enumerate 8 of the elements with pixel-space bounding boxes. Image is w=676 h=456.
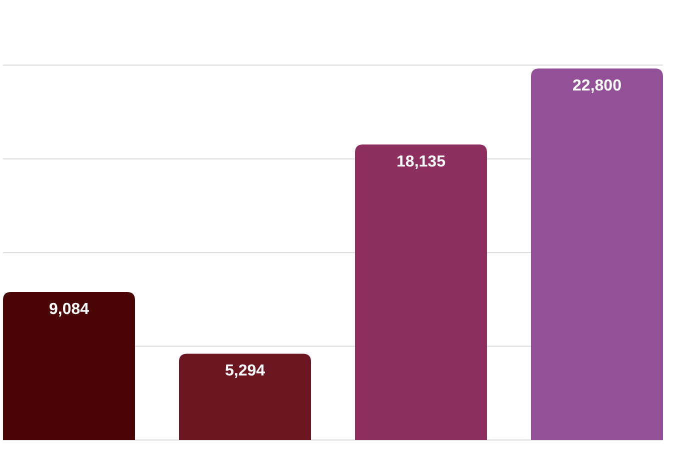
- data-label: 22,800: [572, 77, 622, 94]
- bar: [531, 68, 663, 440]
- bar: [3, 292, 135, 440]
- bar: [179, 354, 311, 440]
- data-label: 5,294: [224, 362, 266, 380]
- data-label: 18,135: [396, 153, 446, 170]
- bar: [355, 144, 487, 440]
- data-label: 9,084: [48, 300, 90, 318]
